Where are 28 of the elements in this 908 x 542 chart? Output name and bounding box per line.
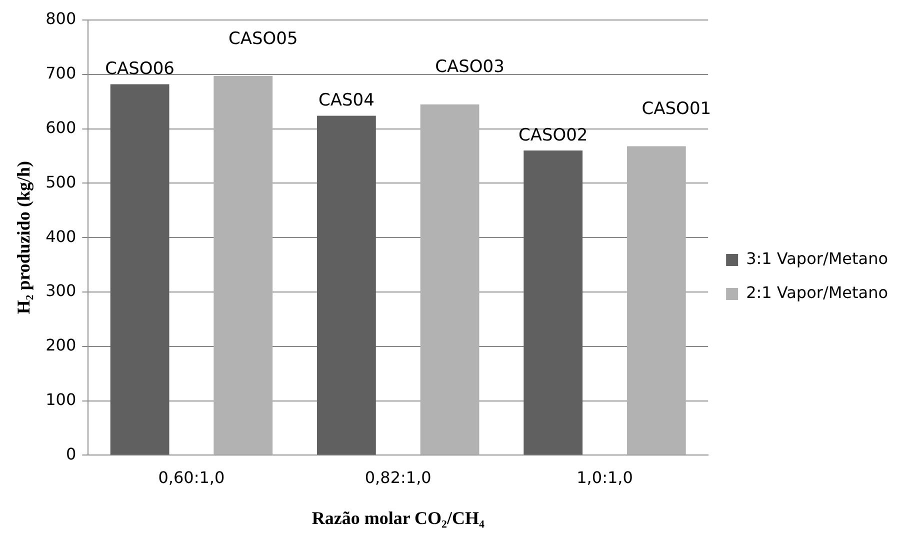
y-tick-label: 200 [46,336,76,355]
data-label: CASO02 [518,125,588,146]
data-label: CASO01 [642,99,712,120]
y-tick-label: 600 [46,118,76,137]
legend-label: 2:1 Vapor/Metano [746,283,888,302]
bar [420,104,480,455]
y-tick-label: 0 [66,444,76,464]
bar [317,116,376,455]
data-label: CASO05 [228,28,298,49]
y-axis-title: H₂ produzido (kg/h) [13,161,34,314]
x-tick-label: 0,60:1,0 [158,468,225,487]
x-tick-label: 0,82:1,0 [364,468,432,487]
bar [626,146,686,455]
x-axis-title: Razão molar CO₂/CH₄ [312,508,485,528]
legend-label: 3:1 Vapor/Metano [746,249,888,268]
y-tick-label: 700 [46,64,76,83]
bar [214,76,273,455]
x-tick-label: 1,0:1,0 [576,468,633,487]
data-label: CASO06 [105,59,174,80]
y-tick-label: 300 [46,281,76,300]
bar [110,84,170,455]
y-tick-label: 500 [46,172,76,192]
y-tick-label: 400 [46,226,76,246]
bar [524,150,583,455]
data-label: CAS04 [318,90,374,111]
y-tick-label: 100 [46,390,76,409]
y-tick-label: 800 [46,9,76,28]
data-label: CASO03 [435,57,504,78]
